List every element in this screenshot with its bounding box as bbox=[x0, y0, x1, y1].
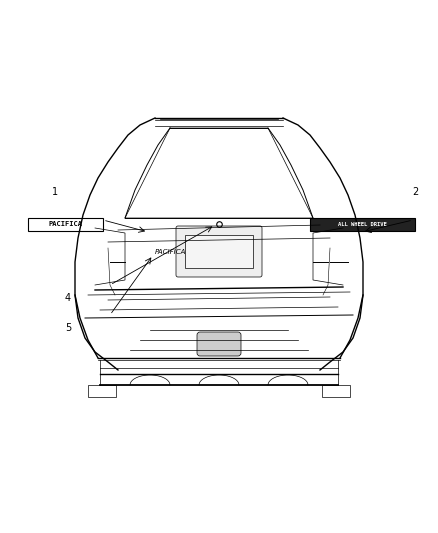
Bar bbox=[310, 218, 415, 231]
Text: 1: 1 bbox=[52, 187, 58, 197]
Bar bbox=[28, 218, 103, 231]
Bar bbox=[88, 385, 116, 397]
Text: PACIFICA: PACIFICA bbox=[49, 222, 82, 228]
Text: 4: 4 bbox=[65, 293, 71, 303]
FancyBboxPatch shape bbox=[176, 226, 262, 277]
Text: 5: 5 bbox=[65, 323, 71, 333]
Text: PACIFICA: PACIFICA bbox=[155, 249, 187, 255]
Text: ALL WHEEL DRIVE: ALL WHEEL DRIVE bbox=[338, 222, 387, 227]
FancyBboxPatch shape bbox=[197, 332, 241, 356]
Bar bbox=[185, 235, 253, 268]
Bar bbox=[322, 385, 350, 397]
Text: 2: 2 bbox=[412, 187, 418, 197]
